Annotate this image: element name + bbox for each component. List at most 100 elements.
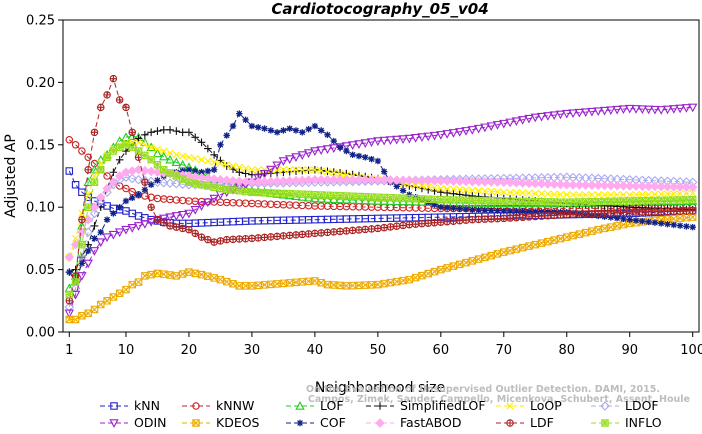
- data-point-kdeos: [380, 279, 388, 288]
- data-point-odin: [96, 238, 106, 248]
- data-point-fastabod: [410, 175, 421, 186]
- legend-label-fastabod: FastABOD: [400, 415, 462, 430]
- x-tick-label: 10: [118, 343, 135, 358]
- data-point-loop: [512, 189, 520, 197]
- data-point-lof: [669, 196, 679, 206]
- y-axis-ticks: 0.00 0.05 0.10 0.15 0.20 0.25: [26, 14, 63, 341]
- data-point-fastabod: [335, 174, 345, 185]
- data-point-inflo: [197, 180, 206, 189]
- data-point-odin: [574, 108, 585, 118]
- data-point-fastabod: [687, 182, 698, 193]
- data-point-fastabod: [517, 178, 528, 188]
- data-point-ldf: [437, 218, 445, 226]
- data-point-ldf: [134, 153, 143, 161]
- data-point-inflo: [304, 190, 313, 199]
- legend-item-loop: LoOP: [496, 398, 562, 413]
- data-point-ldf: [348, 226, 357, 235]
- data-point-kdeos: [172, 272, 181, 280]
- data-point-odin: [536, 112, 547, 122]
- data-point-kdeos: [512, 245, 521, 253]
- data-point-odin: [108, 230, 119, 240]
- data-point-kdeos: [147, 270, 155, 279]
- legend-item-fastabod: FastABOD: [366, 415, 462, 430]
- data-point-ldf: [481, 215, 489, 223]
- data-point-inflo: [147, 156, 155, 164]
- data-point-odin: [480, 123, 490, 133]
- data-point-simplifiedlof: [153, 127, 162, 135]
- data-point-ldf: [292, 231, 300, 239]
- data-point-cof: [664, 220, 671, 228]
- data-point-inflo: [292, 190, 300, 198]
- data-point-fastabod: [341, 174, 352, 185]
- data-point-kdeos: [430, 267, 439, 276]
- data-point-inflo: [273, 189, 281, 197]
- data-point-ldf: [455, 217, 464, 225]
- data-point-cof: [380, 168, 388, 175]
- data-point-ldf: [443, 218, 451, 226]
- data-point-knn: [141, 214, 149, 222]
- data-point-inflo: [229, 186, 237, 194]
- data-point-fastabod: [549, 179, 559, 190]
- data-point-odin: [555, 110, 566, 120]
- data-point-odin: [492, 121, 503, 130]
- data-point-odin: [499, 119, 509, 129]
- data-point-cof: [374, 157, 382, 165]
- data-point-cof: [607, 214, 615, 221]
- data-point-inflo: [204, 182, 212, 190]
- data-point-inflo: [392, 194, 401, 202]
- data-point-inflo: [625, 197, 634, 205]
- legend-label-simplifiedlof: SimplifiedLOF: [400, 398, 486, 413]
- data-point-simplifiedlof: [210, 150, 218, 159]
- data-point-fastabod: [643, 181, 654, 192]
- legend-item-ldf: LDF: [496, 415, 554, 430]
- data-point-loop: [216, 159, 225, 168]
- data-point-ldf: [330, 228, 338, 236]
- data-point-ldf: [638, 208, 647, 216]
- data-point-cof: [336, 144, 344, 151]
- data-point-loop: [588, 191, 596, 199]
- data-point-fastabod: [675, 182, 685, 192]
- data-point-cof: [651, 219, 659, 226]
- legend-label-loop: LoOP: [530, 398, 562, 413]
- data-point-odin: [675, 104, 685, 114]
- legend-item-knnw: kNNW: [182, 398, 254, 413]
- data-point-inflo: [688, 195, 697, 204]
- y-tick-label: 0.20: [26, 76, 55, 91]
- data-point-loop: [97, 159, 105, 168]
- data-point-loop: [682, 190, 690, 198]
- series-line-odin: [68, 106, 693, 314]
- x-axis-ticks: 1 10 20 30 40 50 60 70 80 90 100: [65, 332, 702, 358]
- data-point-odin: [89, 247, 100, 256]
- legend-marker-kdeos: [192, 419, 200, 427]
- data-point-ldf: [141, 178, 149, 186]
- data-point-fastabod: [492, 177, 503, 187]
- data-point-fastabod: [524, 178, 534, 189]
- data-point-loop: [336, 170, 344, 178]
- series-kdeos: [65, 213, 697, 324]
- data-point-ldf: [556, 211, 565, 219]
- data-point-odin: [297, 151, 308, 160]
- data-point-inflo: [619, 197, 628, 205]
- data-point-loop: [582, 191, 590, 199]
- data-point-ldf: [279, 232, 288, 240]
- data-point-loop: [134, 138, 143, 146]
- data-point-ldf: [525, 213, 533, 221]
- data-point-kdeos: [487, 251, 495, 260]
- data-point-odin: [329, 144, 339, 153]
- data-point-cof: [362, 154, 369, 161]
- data-point-kdeos: [84, 309, 92, 318]
- x-tick-label: 60: [433, 343, 450, 358]
- data-point-lof: [89, 164, 100, 174]
- data-point-odin: [599, 106, 610, 116]
- data-point-ldf: [581, 210, 590, 218]
- data-point-kdeos: [128, 280, 137, 289]
- data-point-cof: [670, 221, 678, 229]
- data-point-ldf: [682, 207, 691, 215]
- data-point-inflo: [361, 192, 370, 201]
- data-point-ldf: [342, 227, 351, 235]
- data-point-loop: [342, 171, 350, 179]
- data-point-ldf: [248, 234, 256, 243]
- data-point-loop: [166, 149, 174, 157]
- data-point-lof: [159, 151, 169, 161]
- data-point-ldf: [273, 232, 281, 241]
